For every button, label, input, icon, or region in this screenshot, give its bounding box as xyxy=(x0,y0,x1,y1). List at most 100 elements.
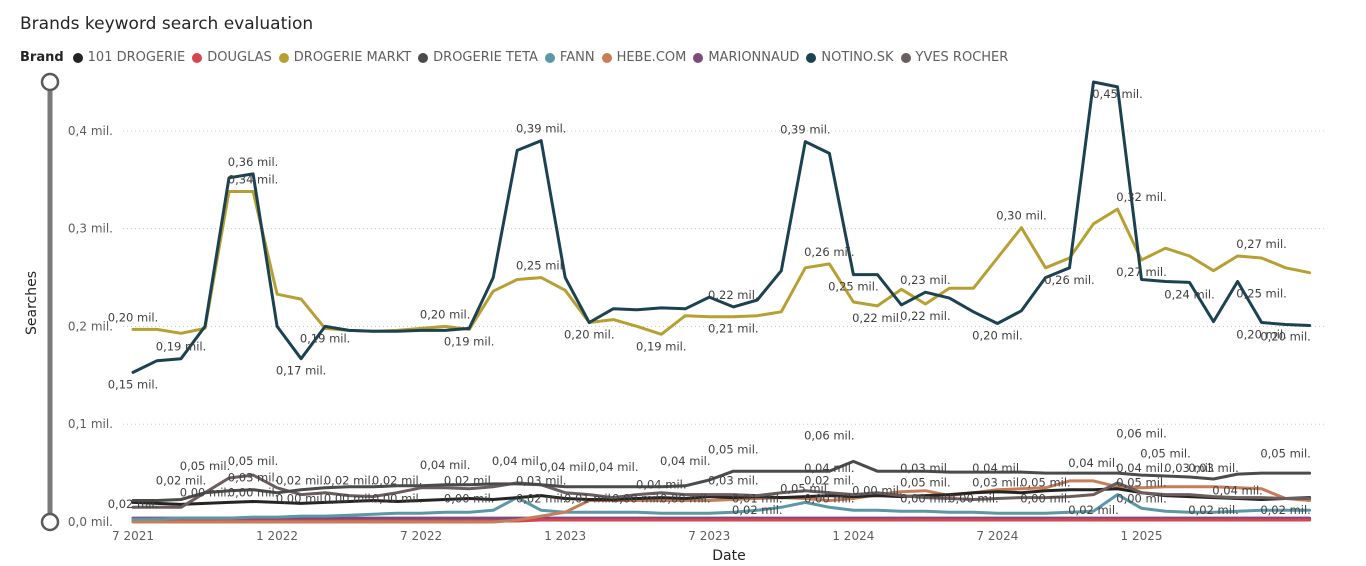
data-label: 0,00 mil. xyxy=(660,491,711,505)
data-label: 0,20 mil. xyxy=(108,310,159,324)
data-label: 0,02 mil. xyxy=(276,474,327,488)
series-line-drogerie-markt[interactable] xyxy=(131,190,1312,336)
x-tick-label: 7 2024 xyxy=(976,529,1018,543)
y-tick-label: 0,3 mil. xyxy=(68,222,113,236)
legend-marker xyxy=(418,52,429,63)
zoom-slider-bottom-handle[interactable] xyxy=(40,512,60,532)
data-label: 0,34 mil. xyxy=(228,173,279,187)
data-label: 0,26 mil. xyxy=(1044,273,1095,287)
legend-marker xyxy=(806,52,817,63)
data-label: 0,05 mil. xyxy=(780,481,831,495)
legend: Brand 101 DROGERIE DOUGLAS DROGERIE MARKT D… xyxy=(20,50,1015,65)
data-label: 0,20 mil. xyxy=(972,329,1023,343)
legend-marker xyxy=(544,52,555,63)
data-label: 0,04 mil. xyxy=(540,460,591,474)
series-line-101-drogerie[interactable] xyxy=(131,487,1312,506)
series-line-drogerie-teta[interactable] xyxy=(131,459,1312,502)
data-label: 0,00 mil. xyxy=(1020,491,1071,505)
x-tick-label: 7 2021 xyxy=(112,529,154,543)
data-label: 0,19 mil. xyxy=(636,339,687,353)
data-label: 0,22 mil. xyxy=(708,288,759,302)
x-tick-label: 1 2025 xyxy=(1121,529,1163,543)
data-label: 0,04 mil. xyxy=(588,460,639,474)
data-label: 0,03 mil. xyxy=(1164,461,1215,475)
data-label: 0,39 mil. xyxy=(516,122,567,136)
x-tick-label: 7 2022 xyxy=(400,529,442,543)
data-label: 0,04 mil. xyxy=(804,461,855,475)
data-label: 0,00 mil. xyxy=(900,491,951,505)
data-label: 0,27 mil. xyxy=(1236,237,1287,251)
data-label: 0,03 mil. xyxy=(972,476,1023,490)
data-label: 0,02 mil. xyxy=(324,474,375,488)
series-line-yves-rocher[interactable] xyxy=(131,473,1312,509)
series-line-notino-sk[interactable] xyxy=(131,80,1312,374)
legend-items: 101 DROGERIE DOUGLAS DROGERIE MARKT DROGERI… xyxy=(72,50,1016,65)
data-label: 0,17 mil. xyxy=(276,364,327,378)
data-label: 0,00 mil. xyxy=(324,491,375,505)
data-label: 0,23 mil. xyxy=(900,273,951,287)
data-label: 0,05 mil. xyxy=(228,454,279,468)
legend-label: MARIONNAUD xyxy=(708,50,800,65)
data-label: 0,02 mil. xyxy=(372,474,423,488)
y-tick-label: 0,1 mil. xyxy=(68,417,113,431)
data-label: 0,36 mil. xyxy=(228,155,279,169)
legend-label: YVES ROCHER xyxy=(915,50,1009,65)
legend-label: NOTINO.SK xyxy=(821,50,894,65)
y-tick-label: 0,0 mil. xyxy=(68,515,113,529)
legend-item[interactable]: DROGERIE TETA xyxy=(418,50,538,65)
legend-marker xyxy=(72,52,83,63)
legend-item[interactable]: 101 DROGERIE xyxy=(72,50,186,65)
data-label: 0,01 mil. xyxy=(732,491,783,505)
data-label: 0,05 mil. xyxy=(1020,476,1071,490)
x-tick-label: 1 2022 xyxy=(256,529,298,543)
data-label: 0,25 mil. xyxy=(516,259,567,273)
data-label: 0,03 mil. xyxy=(516,474,567,488)
data-label: 0,02 mil. xyxy=(108,497,159,511)
y-axis-label: Searches xyxy=(24,271,40,335)
legend-item[interactable]: DOUGLAS xyxy=(192,50,272,65)
data-label: 0,00 mil. xyxy=(276,491,327,505)
data-label: 0,04 mil. xyxy=(1212,483,1263,497)
data-label: 0,27 mil. xyxy=(1116,265,1167,279)
data-label: 0,05 mil. xyxy=(1260,446,1311,460)
data-label: 0,02 mil. xyxy=(804,474,855,488)
data-label: 0,02 mil. xyxy=(1260,503,1311,517)
series-line-fann[interactable] xyxy=(131,493,1312,521)
legend-item[interactable]: HEBE.COM xyxy=(601,50,686,65)
data-label: 0,24 mil. xyxy=(1164,287,1215,301)
data-label: 0,00 mil. xyxy=(180,485,231,499)
data-label: 0,00 mil. xyxy=(612,491,663,505)
data-label: 0,05 mil. xyxy=(708,442,759,456)
legend-item[interactable]: MARIONNAUD xyxy=(693,50,799,65)
data-label: 0,00 mil. xyxy=(804,491,855,505)
x-tick-label: 1 2024 xyxy=(832,529,874,543)
data-label: 0,02 mil. xyxy=(156,474,207,488)
legend-label: DROGERIE TETA xyxy=(433,50,538,65)
legend-item[interactable]: DROGERIE MARKT xyxy=(278,50,411,65)
data-label: 0,00 mil. xyxy=(444,491,495,505)
zoom-slider-top-handle[interactable] xyxy=(40,72,60,92)
data-label: 0,45 mil. xyxy=(1092,87,1143,101)
data-label: 0,04 mil. xyxy=(636,478,687,492)
data-label: 0,05 mil. xyxy=(1116,476,1167,490)
legend-marker xyxy=(693,52,704,63)
data-label: 0,04 mil. xyxy=(660,454,711,468)
data-label: 0,02 mil. xyxy=(732,503,783,517)
legend-item[interactable]: NOTINO.SK xyxy=(806,50,894,65)
legend-marker xyxy=(900,52,911,63)
data-label: 0,22 mil. xyxy=(852,311,903,325)
data-label: 0,15 mil. xyxy=(108,377,159,391)
data-label: 0,05 mil. xyxy=(900,476,951,490)
data-label: 0,01 mil. xyxy=(564,491,615,505)
data-label: 0,03 mil. xyxy=(708,474,759,488)
data-label: 0,00 mil. xyxy=(852,483,903,497)
data-labels: 0,15 mil. 0,20 mil. 0,19 mil. 0,36 mil. 0,34… xyxy=(108,87,1311,517)
series-lines xyxy=(131,80,1312,524)
y-tick-label: 0,2 mil. xyxy=(68,319,113,333)
data-label: 0,04 mil. xyxy=(420,458,471,472)
legend-item[interactable]: FANN xyxy=(544,50,595,65)
legend-label: 101 DROGERIE xyxy=(87,50,186,65)
legend-item[interactable]: YVES ROCHER xyxy=(900,50,1009,65)
legend-marker xyxy=(192,52,203,63)
zoom-slider[interactable] xyxy=(40,72,60,532)
